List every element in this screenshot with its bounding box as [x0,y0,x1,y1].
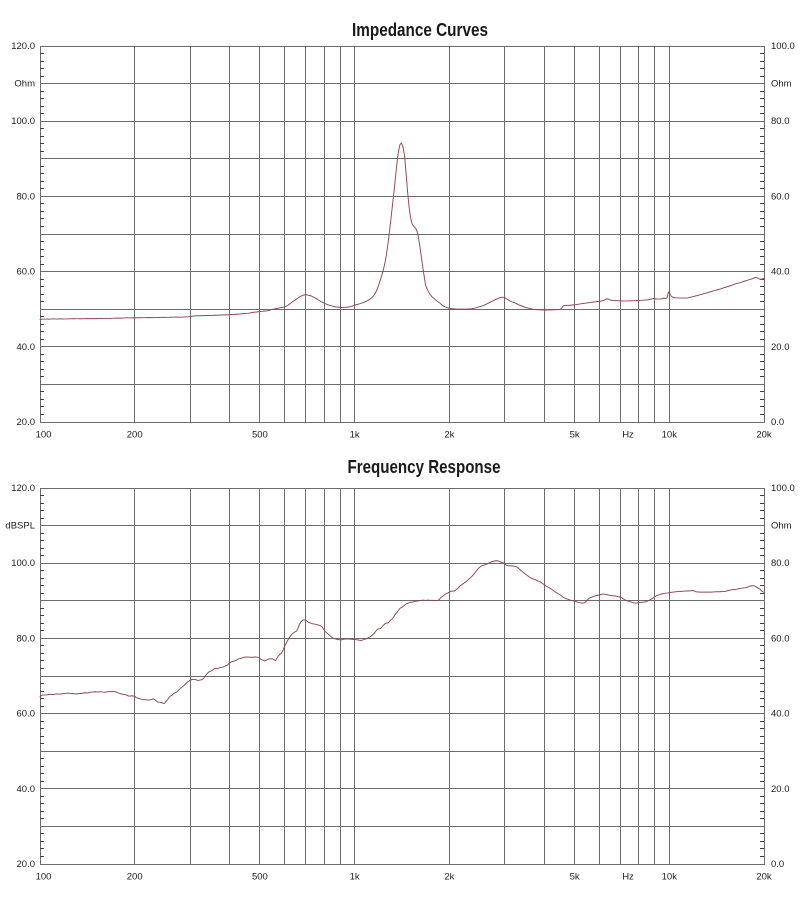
svg-text:100.0: 100.0 [11,116,35,127]
svg-text:40.0: 40.0 [17,342,36,353]
svg-text:200: 200 [127,430,143,441]
svg-text:100.0: 100.0 [11,558,35,569]
svg-text:20.0: 20.0 [17,859,36,870]
svg-text:100.0: 100.0 [771,483,795,494]
svg-text:2k: 2k [444,430,454,441]
svg-text:Ohm: Ohm [14,79,35,90]
svg-text:100.0: 100.0 [771,41,795,52]
svg-text:40.0: 40.0 [771,267,790,278]
svg-text:1k: 1k [350,872,360,883]
svg-text:0.0: 0.0 [771,417,784,428]
svg-text:200: 200 [127,872,143,883]
svg-text:5k: 5k [570,872,580,883]
svg-text:120.0: 120.0 [11,483,35,494]
svg-text:0.0: 0.0 [771,859,784,870]
svg-text:80.0: 80.0 [17,633,36,644]
svg-text:Ohm: Ohm [771,521,792,532]
svg-text:20k: 20k [756,430,772,441]
svg-text:10k: 10k [662,872,678,883]
svg-text:120.0: 120.0 [11,41,35,52]
svg-text:20.0: 20.0 [771,342,790,353]
svg-text:dBSPL: dBSPL [5,521,35,532]
svg-text:Hz: Hz [622,430,634,441]
svg-text:80.0: 80.0 [771,558,790,569]
svg-text:80.0: 80.0 [17,191,36,202]
svg-text:60.0: 60.0 [17,709,36,720]
svg-text:100: 100 [36,430,52,441]
svg-text:5k: 5k [570,430,580,441]
svg-text:Impedance Curves: Impedance Curves [352,20,488,40]
svg-text:40.0: 40.0 [17,784,36,795]
svg-text:20.0: 20.0 [771,784,790,795]
svg-text:2k: 2k [444,872,454,883]
svg-text:60.0: 60.0 [771,191,790,202]
svg-text:20.0: 20.0 [17,417,36,428]
svg-text:500: 500 [252,430,268,441]
svg-text:40.0: 40.0 [771,709,790,720]
svg-text:10k: 10k [662,430,678,441]
svg-text:1k: 1k [350,430,360,441]
svg-text:60.0: 60.0 [771,633,790,644]
svg-text:60.0: 60.0 [17,267,36,278]
svg-text:80.0: 80.0 [771,116,790,127]
svg-text:Ohm: Ohm [771,79,792,90]
svg-text:500: 500 [252,872,268,883]
svg-text:100: 100 [36,872,52,883]
svg-text:Frequency Response: Frequency Response [348,457,501,477]
svg-text:Hz: Hz [622,872,634,883]
svg-text:20k: 20k [756,872,772,883]
